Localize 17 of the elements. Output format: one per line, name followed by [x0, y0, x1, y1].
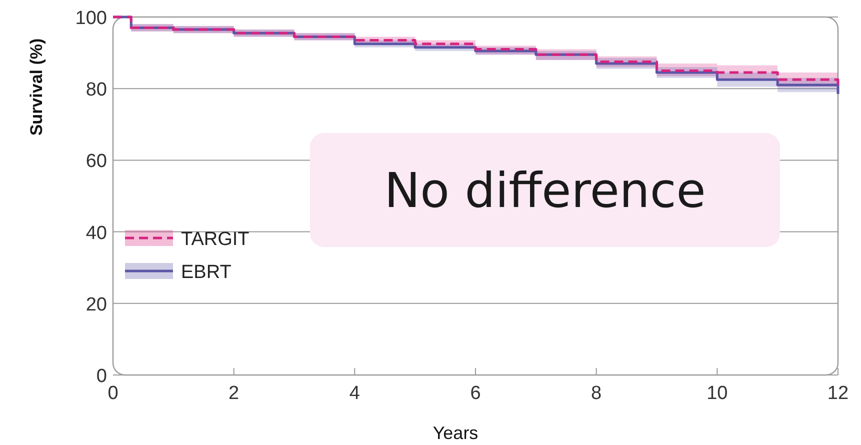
- y-tick-label: 80: [86, 80, 107, 101]
- legend-label: TARGIT: [181, 229, 250, 250]
- x-tick-label: 2: [228, 383, 240, 404]
- x-tick-label: 6: [470, 383, 481, 404]
- x-axis-title: Years: [432, 423, 478, 443]
- y-tick-label: 40: [86, 222, 107, 244]
- x-tick-label: 4: [349, 383, 360, 404]
- y-tick-label: 60: [86, 151, 107, 172]
- x-tick-label: 12: [827, 383, 849, 404]
- legend-label: EBRT: [181, 262, 232, 283]
- x-tick-label: 8: [591, 383, 602, 404]
- y-tick-label: 20: [86, 294, 107, 316]
- annotation: No difference: [384, 163, 706, 219]
- y-tick-label: 0: [96, 366, 107, 387]
- y-tick-label: 100: [75, 8, 107, 29]
- y-axis-title: Survival (%): [27, 38, 46, 136]
- x-tick-label: 10: [706, 383, 728, 404]
